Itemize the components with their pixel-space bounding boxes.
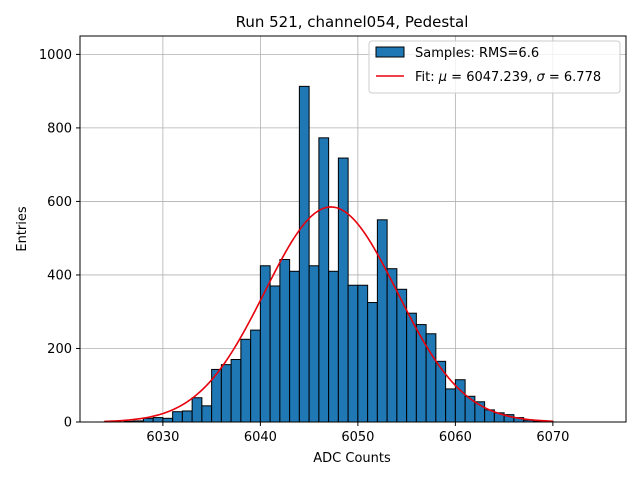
x-tick-label: 6070 <box>536 430 569 445</box>
histogram-bar <box>376 219 388 423</box>
histogram-bar <box>142 417 154 423</box>
legend-fit-prefix: Fit: <box>415 70 439 85</box>
histogram-bar <box>172 411 183 423</box>
chart-title: Run 521, channel054, Pedestal <box>236 13 469 31</box>
legend-mu-symbol: μ <box>438 70 447 85</box>
histogram-bar <box>279 259 291 423</box>
histogram-bars <box>103 85 554 423</box>
histogram-bar <box>337 157 349 423</box>
histogram-bar <box>162 417 174 423</box>
histogram-bar <box>328 270 339 423</box>
x-axis-label: ADC Counts <box>313 451 391 466</box>
histogram-bar <box>289 270 300 423</box>
histogram-bar <box>230 359 242 423</box>
x-tick-label: 6030 <box>146 430 179 445</box>
legend-fit-mu-value: = 6047.239, <box>447 70 536 85</box>
legend-sigma-symbol: σ <box>537 70 546 85</box>
histogram-bar <box>367 302 378 423</box>
histogram-bar <box>152 417 164 423</box>
legend-bar-swatch <box>375 46 405 58</box>
x-axis: 6030 6040 6050 6060 6070 <box>146 422 569 445</box>
x-tick-label: 6060 <box>439 430 472 445</box>
histogram-bar <box>435 360 447 423</box>
histogram-bar <box>220 364 232 423</box>
histogram-bar <box>269 285 281 423</box>
y-tick-label: 1000 <box>39 48 72 63</box>
histogram-bar <box>318 137 330 423</box>
histogram-bar <box>191 397 203 423</box>
histogram-bar <box>201 405 213 423</box>
histogram-bar <box>357 284 369 423</box>
plot-frame <box>79 35 627 423</box>
histogram-bar <box>386 268 398 423</box>
y-tick-label: 0 <box>64 416 72 431</box>
histogram-bar <box>250 329 261 423</box>
histogram-bar <box>298 85 310 423</box>
y-axis: 0 200 400 600 800 1000 <box>39 48 80 431</box>
y-tick-label: 600 <box>47 195 72 210</box>
y-axis-label: Entries <box>15 206 30 252</box>
histogram-bar <box>181 410 193 423</box>
histogram-bar <box>415 324 427 423</box>
legend: Samples: RMS=6.6 Fit: μ = 6047.239, σ = … <box>368 40 621 94</box>
legend-fit-label: Fit: μ = 6047.239, σ = 6.778 <box>415 70 601 85</box>
legend-box <box>368 40 621 94</box>
histogram-bar <box>240 338 252 423</box>
x-tick-label: 6050 <box>341 430 374 445</box>
legend-samples-label: Samples: RMS=6.6 <box>415 46 539 61</box>
histogram-bar <box>445 388 456 423</box>
y-tick-label: 200 <box>47 342 72 357</box>
histogram-bar <box>347 284 359 423</box>
fit-curve <box>104 206 553 423</box>
histogram-bar <box>406 312 417 423</box>
histogram-bar <box>308 265 320 423</box>
x-tick-label: 6040 <box>244 430 277 445</box>
legend-fit-sigma-value: = 6.778 <box>545 70 601 85</box>
y-tick-label: 400 <box>47 268 72 283</box>
y-tick-label: 800 <box>47 121 72 136</box>
